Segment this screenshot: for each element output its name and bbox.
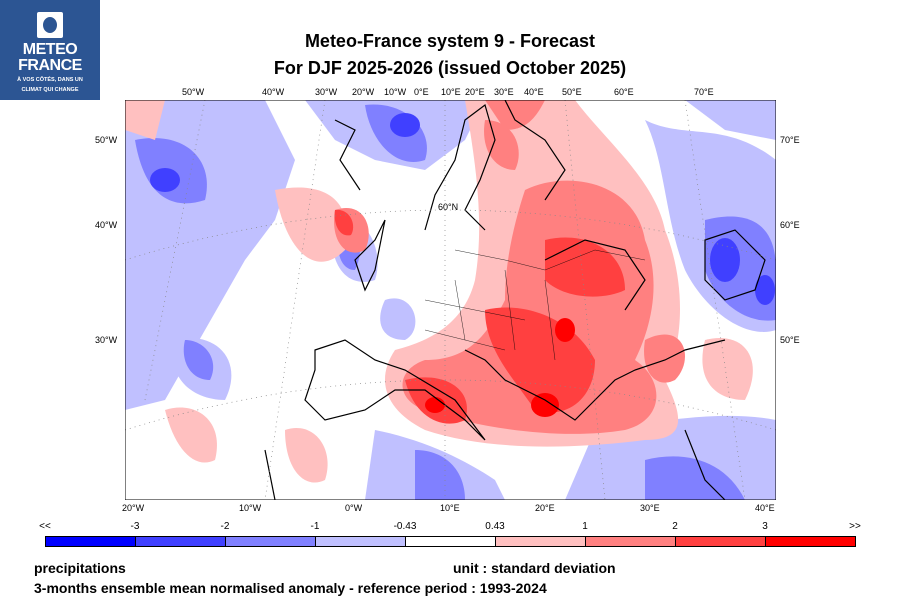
right-label: 70°E — [780, 135, 800, 145]
anomaly-map — [125, 100, 776, 500]
colorbar-swatch — [225, 536, 316, 547]
right-label: 60°E — [780, 220, 800, 230]
borders — [424, 249, 646, 361]
latitude-label-60n: 60°N — [438, 202, 459, 212]
colorbar-swatch — [675, 536, 766, 547]
top-label: 40°E — [524, 87, 544, 97]
top-label: 50°W — [182, 87, 205, 97]
top-label: 50°E — [562, 87, 582, 97]
logo-icon — [37, 12, 63, 38]
colorbar-swatch — [315, 536, 406, 547]
colorbar-label: >> — [849, 521, 861, 532]
logo-text-2: FRANCE — [18, 57, 82, 74]
bottom-label: 10°W — [239, 503, 262, 513]
top-label: 30°E — [494, 87, 514, 97]
graticule — [125, 100, 776, 500]
description-label: 3-months ensemble mean normalised anomal… — [34, 580, 547, 596]
colorbar-swatch — [495, 536, 586, 547]
top-label: 60°E — [614, 87, 634, 97]
logo-tagline-1: À VOS CÔTÉS, DANS UN — [17, 77, 83, 83]
logo-tagline-2: CLIMAT QUI CHANGE — [21, 87, 79, 93]
title-line-1: Meteo-France system 9 - Forecast — [304, 31, 596, 51]
left-label: 50°W — [95, 135, 118, 145]
colorbar-label: 1 — [582, 521, 588, 532]
bottom-label: 40°E — [755, 503, 775, 513]
colorbar-swatch — [405, 536, 496, 547]
top-label: 30°W — [315, 87, 338, 97]
top-label: 20°E — [465, 87, 485, 97]
unit-label: unit : standard deviation — [453, 560, 616, 576]
bottom-label: 20°E — [535, 503, 555, 513]
meteo-france-logo: METEO FRANCE À VOS CÔTÉS, DANS UN CLIMAT… — [0, 0, 100, 100]
colorbar-swatch — [765, 536, 856, 547]
top-label: 10°W — [384, 87, 407, 97]
variable-label: precipitations — [34, 560, 126, 576]
bottom-label: 0°W — [345, 503, 363, 513]
colorbar-swatch — [45, 536, 136, 547]
colorbar-label: -3 — [130, 521, 140, 532]
colorbar-label: 0.43 — [485, 521, 505, 532]
left-label: 40°W — [95, 220, 118, 230]
top-label: 10°E — [441, 87, 461, 97]
colorbar-label: 3 — [762, 521, 768, 532]
colorbar-label: -2 — [220, 521, 230, 532]
colorbar-label: << — [39, 521, 51, 532]
colorbar-label: 2 — [672, 521, 678, 532]
top-label: 70°E — [694, 87, 714, 97]
colorbar-swatch — [585, 536, 676, 547]
colorbar-label: -0.43 — [393, 521, 417, 532]
logo-text-1: METEO — [22, 41, 78, 58]
top-label: 0°E — [414, 87, 429, 97]
top-label: 40°W — [262, 87, 285, 97]
colorbar-swatch — [135, 536, 226, 547]
right-label: 50°E — [780, 335, 800, 345]
negative-anomaly-strong — [150, 113, 775, 305]
title-line-2: For DJF 2025-2026 (issued October 2025) — [273, 58, 627, 78]
colorbar-label: -1 — [310, 521, 320, 532]
bottom-label: 20°W — [122, 503, 145, 513]
bottom-label: 30°E — [640, 503, 660, 513]
bottom-label: 10°E — [440, 503, 460, 513]
left-label: 30°W — [95, 335, 118, 345]
top-label: 20°W — [352, 87, 375, 97]
